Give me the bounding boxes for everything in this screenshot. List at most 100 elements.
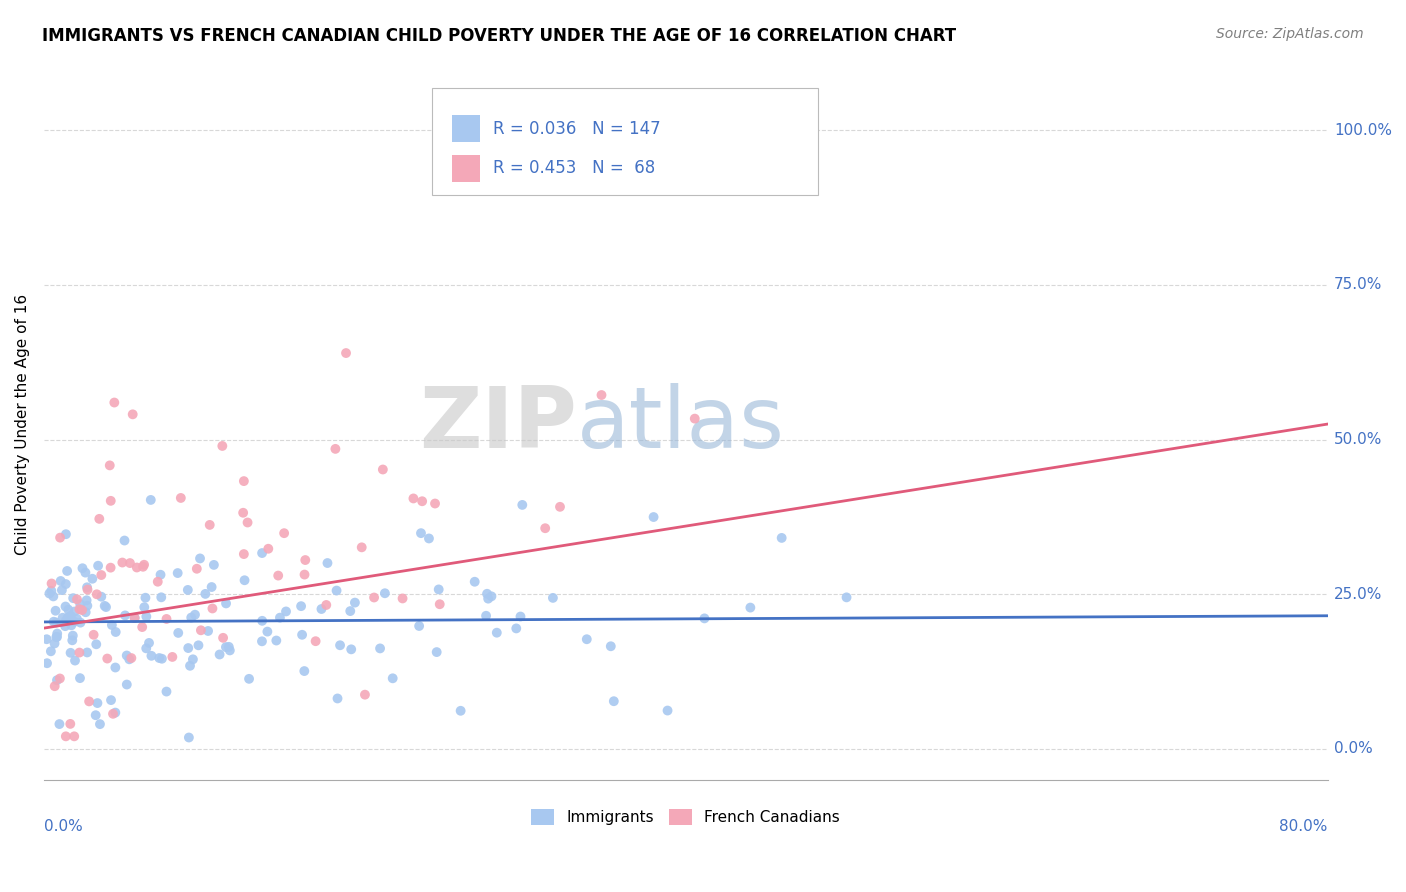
Point: [84, 708, 107, 723]
Point: [402, 491, 425, 506]
Point: [44, 636, 66, 650]
Point: [55, 614, 77, 628]
Point: [98, 458, 121, 473]
Point: [170, 491, 193, 505]
Point: [148, 651, 170, 665]
Point: [329, 638, 352, 652]
Point: [354, 688, 377, 702]
Point: [599, 640, 621, 654]
Point: [49, 574, 72, 588]
Point: [55, 729, 77, 743]
Point: [55, 599, 77, 614]
Point: [124, 611, 146, 625]
Point: [46, 630, 69, 644]
Y-axis label: Child Poverty Under the Age of 16: Child Poverty Under the Age of 16: [15, 293, 30, 555]
Point: [70, 603, 93, 617]
Point: [450, 704, 472, 718]
Point: [69, 615, 91, 630]
Point: [311, 602, 333, 616]
Point: [56, 564, 79, 578]
Point: [62, 591, 84, 606]
Point: [290, 599, 312, 614]
Point: [89, 512, 111, 526]
Point: [198, 517, 221, 532]
Point: [63, 615, 86, 629]
Point: [267, 568, 290, 582]
Point: [335, 346, 357, 360]
Point: [76, 580, 98, 594]
Point: [146, 574, 169, 589]
Point: [591, 388, 613, 402]
Point: [35, 657, 58, 671]
Point: [212, 631, 235, 645]
Text: 25.0%: 25.0%: [1334, 587, 1382, 601]
Point: [76, 582, 98, 597]
Point: [111, 556, 134, 570]
Point: [218, 643, 240, 657]
Point: [83, 628, 105, 642]
FancyBboxPatch shape: [453, 115, 481, 143]
Point: [368, 641, 391, 656]
Point: [464, 574, 486, 589]
Point: [232, 474, 254, 488]
Point: [42, 615, 65, 629]
Point: [325, 442, 347, 456]
Point: [510, 498, 533, 512]
Point: [643, 510, 665, 524]
Point: [56, 611, 79, 625]
Point: [233, 574, 256, 588]
Text: 75.0%: 75.0%: [1334, 277, 1382, 293]
Point: [132, 559, 155, 574]
Point: [477, 591, 499, 606]
Point: [114, 533, 136, 548]
Point: [150, 591, 173, 605]
Point: [315, 598, 337, 612]
Point: [59, 717, 82, 731]
Point: [38, 586, 60, 600]
Text: 0.0%: 0.0%: [1334, 741, 1372, 756]
Point: [138, 636, 160, 650]
Point: [94, 600, 117, 615]
Point: [59, 608, 82, 623]
Point: [41, 583, 63, 598]
Point: [250, 546, 273, 560]
Point: [326, 691, 349, 706]
Point: [179, 658, 201, 673]
Point: [63, 729, 86, 743]
Point: [381, 671, 404, 685]
Point: [363, 591, 385, 605]
Text: 80.0%: 80.0%: [1279, 819, 1327, 834]
Point: [218, 640, 240, 654]
Point: [55, 577, 77, 591]
Point: [541, 591, 564, 605]
Point: [166, 566, 188, 580]
Point: [84, 637, 107, 651]
Point: [118, 556, 141, 570]
Point: [49, 672, 72, 686]
Point: [48, 717, 70, 731]
Point: [693, 611, 716, 625]
Point: [149, 567, 172, 582]
Point: [316, 556, 339, 570]
Point: [202, 558, 225, 572]
Point: [76, 599, 98, 613]
Point: [257, 541, 280, 556]
Point: [75, 605, 97, 619]
Point: [409, 526, 432, 541]
Text: Source: ZipAtlas.com: Source: ZipAtlas.com: [1216, 27, 1364, 41]
Point: [411, 494, 433, 508]
Point: [208, 648, 231, 662]
Point: [42, 590, 65, 604]
Point: [232, 547, 254, 561]
Point: [683, 411, 706, 425]
Legend: Immigrants, French Canadians: Immigrants, French Canadians: [531, 809, 841, 825]
Point: [124, 611, 146, 625]
Point: [134, 600, 156, 615]
Point: [44, 679, 66, 693]
Point: [269, 610, 291, 624]
Point: [141, 648, 163, 663]
Point: [45, 630, 67, 644]
Point: [475, 587, 498, 601]
Point: [575, 632, 598, 647]
Point: [69, 671, 91, 685]
